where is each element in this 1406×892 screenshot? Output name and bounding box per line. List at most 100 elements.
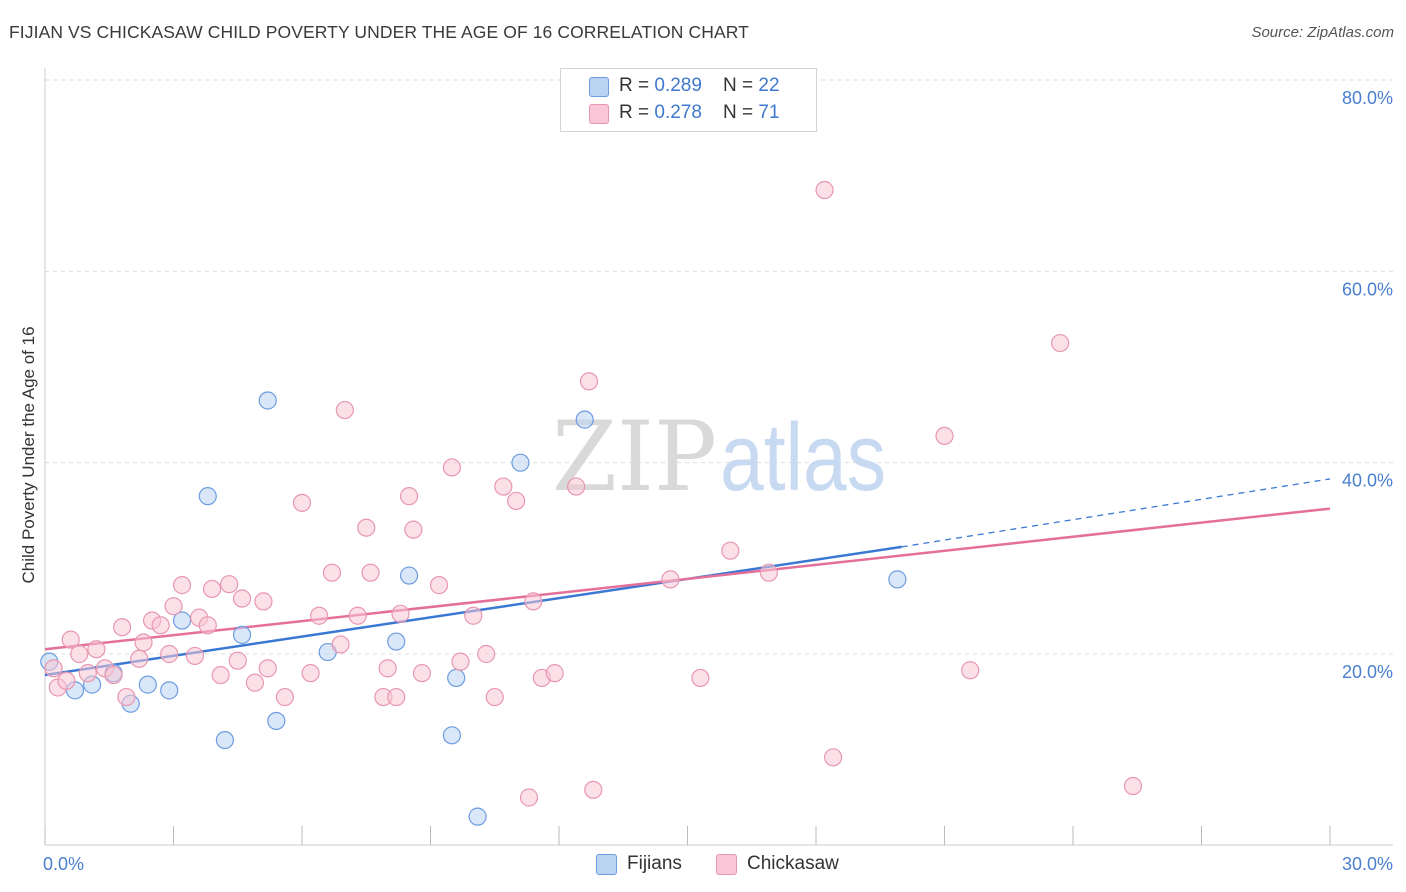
point-chickasaw — [202, 579, 222, 599]
point-chickasaw — [935, 426, 954, 445]
point-chickasaw — [292, 493, 312, 512]
legend-label-chickasaw: Chickasaw — [747, 853, 839, 874]
point-chickasaw — [464, 606, 483, 625]
point-chickasaw — [232, 589, 252, 608]
point-chickasaw — [759, 563, 778, 582]
point-chickasaw — [151, 616, 170, 635]
point-chickasaw — [160, 644, 179, 664]
point-chickasaw — [301, 664, 320, 683]
series-chickasaw — [44, 180, 1143, 807]
point-chickasaw — [429, 576, 449, 595]
point-fijians — [442, 726, 462, 745]
point-chickasaw — [70, 644, 89, 664]
point-chickasaw — [579, 372, 599, 391]
y-tick-label: 40.0% — [1342, 471, 1393, 491]
point-chickasaw — [275, 687, 294, 707]
trend-line-fijians-extension — [901, 478, 1331, 548]
legend-swatch-chickasaw — [589, 104, 609, 124]
legend-n-label: N = — [723, 102, 759, 123]
point-chickasaw — [1123, 776, 1143, 796]
point-chickasaw — [691, 668, 710, 688]
point-chickasaw — [815, 180, 834, 200]
legend-n-label: N = — [723, 75, 759, 96]
point-chickasaw — [164, 597, 183, 616]
point-chickasaw — [485, 687, 504, 707]
point-chickasaw — [399, 487, 419, 506]
legend-r-value-fijians: 0.289 — [654, 75, 702, 96]
legend-swatch-fijians — [589, 77, 609, 97]
legend-r-label: R = — [619, 102, 655, 123]
point-chickasaw — [185, 646, 205, 666]
point-chickasaw — [348, 606, 367, 625]
point-chickasaw — [412, 664, 432, 683]
point-chickasaw — [477, 644, 496, 664]
point-chickasaw — [78, 664, 97, 683]
point-fijians — [575, 410, 594, 429]
point-chickasaw — [567, 477, 586, 496]
x-tick-label: 30.0% — [1342, 854, 1393, 874]
point-chickasaw — [198, 616, 217, 635]
point-chickasaw — [254, 592, 273, 611]
point-chickasaw — [134, 633, 153, 652]
point-chickasaw — [361, 563, 380, 582]
point-chickasaw — [211, 665, 230, 685]
point-chickasaw — [442, 458, 462, 477]
y-tick-labels: 20.0% 40.0% 60.0% 80.0% — [1342, 88, 1393, 682]
point-chickasaw — [824, 748, 843, 767]
point-fijians — [399, 566, 419, 585]
point-chickasaw — [44, 659, 63, 678]
legend-label-fijians: Fijians — [627, 853, 682, 874]
point-fijians — [160, 681, 179, 700]
point-chickasaw — [391, 604, 410, 623]
point-chickasaw — [104, 665, 123, 685]
point-fijians — [267, 711, 286, 731]
watermark: ZIP atlas — [552, 401, 886, 513]
point-chickasaw — [378, 659, 397, 678]
y-tick-label: 20.0% — [1342, 662, 1393, 682]
point-fijians — [888, 570, 907, 589]
point-chickasaw — [258, 659, 277, 678]
point-chickasaw — [228, 651, 247, 670]
point-chickasaw — [519, 788, 539, 807]
point-chickasaw — [310, 606, 329, 625]
point-chickasaw — [117, 687, 136, 707]
legend-n-value-fijians: 22 — [758, 75, 780, 96]
point-chickasaw — [387, 687, 406, 707]
point-chickasaw — [721, 541, 740, 560]
point-fijians — [138, 675, 157, 694]
legend-n-value-chickasaw: 71 — [758, 102, 780, 123]
y-axis-label: Child Poverty Under the Age of 16 — [19, 326, 38, 583]
point-chickasaw — [331, 635, 350, 654]
point-chickasaw — [507, 491, 526, 511]
stats-legend: R = 0.289 N = 22 R = 0.278 N = 71 — [560, 68, 817, 132]
point-chickasaw — [524, 592, 543, 611]
point-chickasaw — [172, 576, 192, 595]
chart-title: FIJIAN VS CHICKASAW CHILD POVERTY UNDER … — [9, 22, 749, 42]
point-chickasaw — [322, 563, 342, 582]
point-chickasaw — [335, 400, 354, 420]
point-chickasaw — [451, 652, 470, 671]
x-tick-label: 0.0% — [43, 854, 84, 874]
point-fijians — [215, 730, 234, 750]
point-chickasaw — [1051, 333, 1070, 353]
source-label: Source: ZipAtlas.com — [1251, 24, 1394, 41]
legend-r-label: R = — [619, 75, 655, 96]
x-tick-labels: 0.0% 30.0% — [43, 854, 1393, 874]
y-tick-label: 80.0% — [1342, 88, 1393, 108]
point-fijians — [468, 807, 487, 826]
point-chickasaw — [961, 661, 980, 680]
point-chickasaw — [357, 518, 376, 537]
point-chickasaw — [130, 649, 149, 668]
point-fijians — [511, 453, 530, 472]
point-fijians — [387, 632, 406, 651]
legend-r-value-chickasaw: 0.278 — [654, 102, 702, 123]
legend-swatch-chickasaw-bottom — [716, 854, 737, 875]
point-fijians — [447, 668, 466, 688]
grid-lines — [45, 79, 1393, 655]
point-chickasaw — [87, 640, 106, 659]
trend-line-chickasaw — [44, 507, 1331, 651]
point-chickasaw — [245, 673, 264, 692]
legend-swatch-fijians-bottom — [596, 854, 617, 875]
point-chickasaw — [661, 570, 680, 589]
